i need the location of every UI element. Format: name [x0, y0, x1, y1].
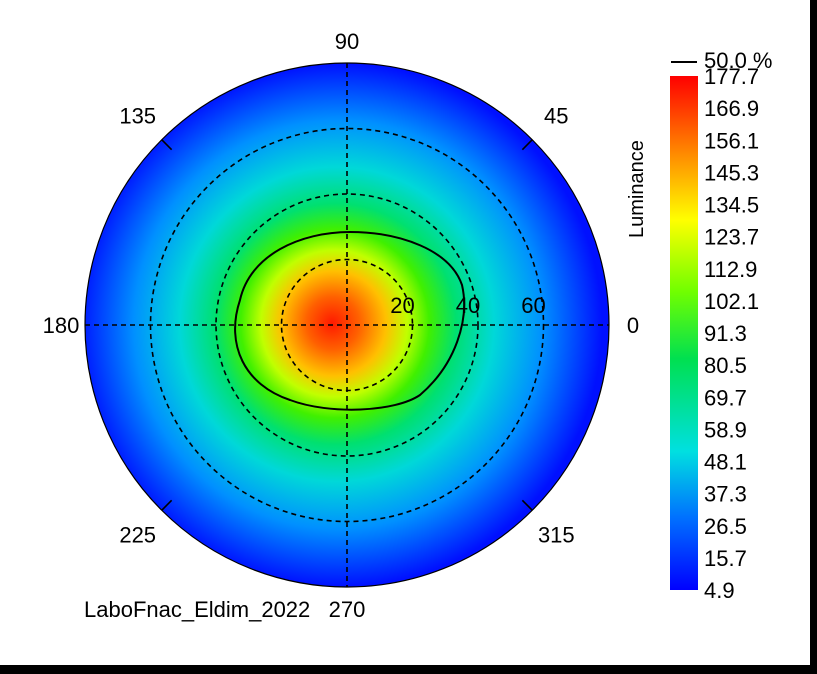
- ring-label-20: 20: [390, 293, 414, 318]
- colorbar-tick-label: 134.5: [704, 193, 759, 218]
- colorbar-tick-label: 26.5: [704, 514, 747, 539]
- angle-tick-135: [161, 139, 173, 151]
- colorbar-tick-label: 123.7: [704, 225, 759, 250]
- angle-tick-225: [161, 499, 173, 511]
- colorbar-tick-label: 91.3: [704, 321, 747, 346]
- radial-ring-60: [149, 127, 545, 523]
- polar-grid: [84, 62, 610, 588]
- colorbar-tick-label: 69.7: [704, 385, 747, 410]
- colorbar-tick-label: 58.9: [704, 417, 747, 442]
- colorbar-tick-label: 15.7: [704, 546, 747, 571]
- colorbar-tick-label: 37.3: [704, 482, 747, 507]
- angle-label-225: 225: [119, 522, 156, 547]
- angle-label-315: 315: [538, 522, 575, 547]
- colorbar-tick-label: 102.1: [704, 289, 759, 314]
- colorbar-tick-label: 112.9: [704, 257, 757, 282]
- radial-ring-40: [215, 193, 479, 457]
- angle-label-270: 270: [329, 597, 366, 622]
- angle-label-135: 135: [119, 104, 156, 129]
- footer-label: LaboFnac_Eldim_2022: [84, 597, 310, 622]
- angle-tick-45: [521, 139, 533, 151]
- ring-label-40: 40: [456, 293, 480, 318]
- angle-label-90: 90: [335, 29, 359, 54]
- colorbar-tick-label: 48.1: [704, 450, 747, 475]
- contour-legend-label: 50.0 %: [704, 48, 773, 73]
- colorbar-tick-label: 166.9: [704, 96, 759, 121]
- colorbar-tick-label: 4.9: [704, 578, 735, 603]
- angle-labels: 90 45 135 180 0 225 315 270: [43, 29, 639, 622]
- colorbar-title: Luminance: [626, 140, 648, 238]
- colorbar-tick-label: 145.3: [704, 160, 759, 185]
- colorbar-tick-label: 80.5: [704, 353, 747, 378]
- chart-frame: 90 45 135 180 0 225 315 270 20 40 60 50.0 % 177.7…: [0, 0, 810, 665]
- colorbar-tick-label: 177.7: [704, 64, 759, 89]
- colorbar-ticks: 177.7 166.9 156.1 145.3 134.5 123.7 112.9 102.1…: [704, 64, 759, 603]
- polar-chart: 90 45 135 180 0 225 315 270 20 40 60 50.0 % 177.7…: [43, 29, 773, 622]
- colorbar: 50.0 % 177.7 166.9 156.1 145.3 134.5 123.7 112…: [626, 48, 773, 603]
- angle-label-45: 45: [544, 104, 568, 129]
- colorbar-tick-label: 156.1: [704, 128, 759, 153]
- ring-label-60: 60: [521, 293, 545, 318]
- angle-label-0: 0: [627, 313, 639, 338]
- colorbar-bar: [670, 76, 698, 590]
- angle-label-180: 180: [43, 313, 80, 338]
- angle-tick-315: [521, 499, 533, 511]
- contour-50-percent: [234, 230, 466, 411]
- ring-labels: 20 40 60: [390, 293, 545, 318]
